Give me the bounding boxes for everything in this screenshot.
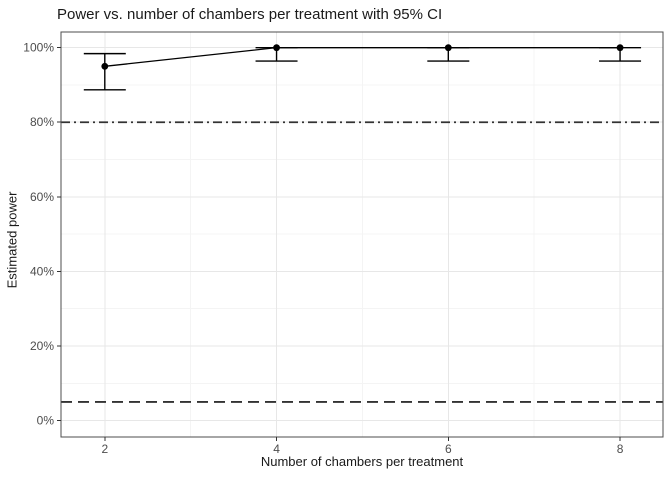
panel-border [60,31,664,438]
y-tick-label: 80% [30,115,54,129]
y-tick-label: 40% [30,264,54,278]
data-point [273,44,280,52]
x-tick-label: 8 [617,442,624,456]
y-tick-label: 20% [30,339,54,353]
y-tick-label: 100% [23,41,54,55]
x-tick-label: 2 [101,442,108,456]
x-axis-title: Number of chambers per treatment [260,454,464,469]
data-point [101,62,109,70]
x-tick-label: 6 [445,442,452,456]
data-point [444,44,452,52]
x-tick-label: 4 [273,442,280,456]
data-point [616,44,624,52]
y-axis-title: Estimated power [4,191,20,289]
y-tick-label: 0% [37,414,55,428]
chart-title: Power vs. number of chambers per treatme… [57,6,443,23]
trend-line [104,47,621,67]
y-tick-label: 60% [30,190,54,204]
